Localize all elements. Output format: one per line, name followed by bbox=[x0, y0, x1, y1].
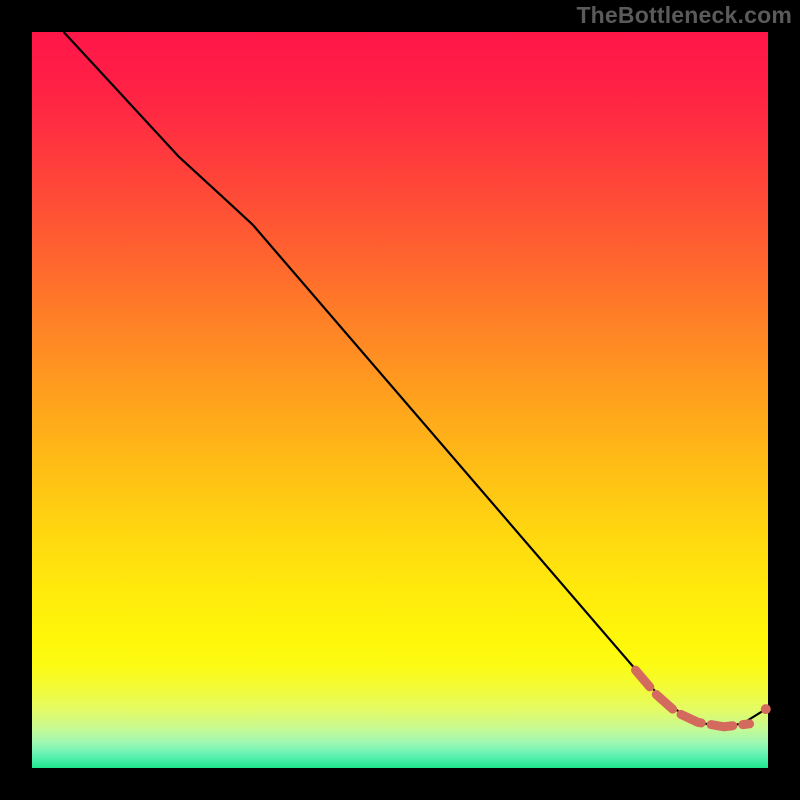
watermark-text: TheBottleneck.com bbox=[576, 2, 792, 29]
highlight-end-marker bbox=[761, 704, 771, 714]
plot-svg bbox=[0, 0, 800, 800]
stage: TheBottleneck.com bbox=[0, 0, 800, 800]
plot-area bbox=[32, 32, 768, 768]
